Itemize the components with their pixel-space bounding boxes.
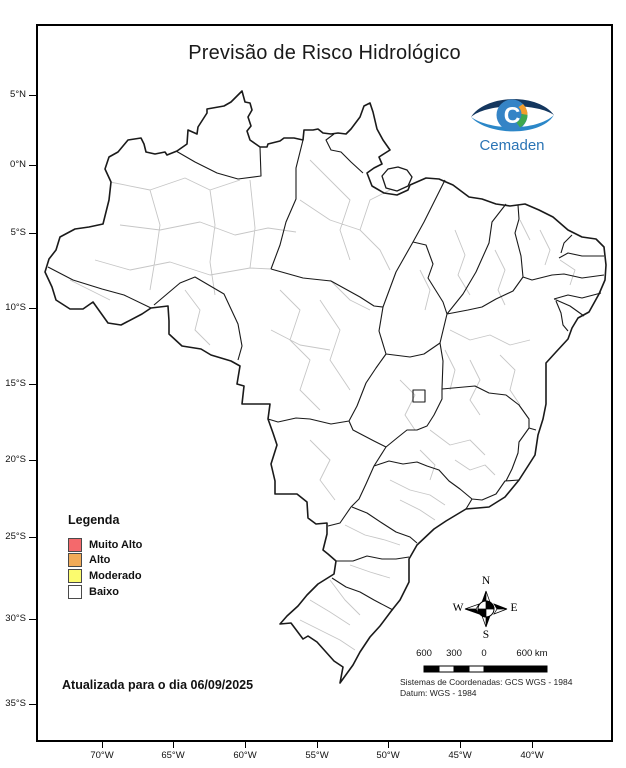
lon-tick-label: 50°W <box>376 750 400 761</box>
scale-label: 300 <box>446 648 462 659</box>
scale-label: 600 km <box>516 648 548 659</box>
legend-swatch <box>68 568 82 583</box>
legend-item: Alto <box>68 553 142 569</box>
compass-label-s: S <box>482 629 490 641</box>
lon-tick <box>460 742 461 748</box>
lat-tick-label: 25°S <box>5 531 26 542</box>
lon-tick-label: 70°W <box>90 750 114 761</box>
legend-label: Baixo <box>89 585 119 598</box>
lat-tick <box>29 460 36 461</box>
datum-note: Datum: WGS - 1984 <box>400 688 477 698</box>
compass-label-n: N <box>481 575 491 587</box>
lat-tick-label: 30°S <box>5 613 26 624</box>
scale-label: 600 <box>416 648 432 659</box>
lat-tick <box>29 537 36 538</box>
legend-item: Muito Alto <box>68 537 142 553</box>
lat-tick <box>29 165 36 166</box>
municipal-boundaries <box>69 159 576 651</box>
compass-rose <box>464 590 508 628</box>
legend-label: Moderado <box>89 569 142 582</box>
legend-title: Legenda <box>68 513 120 527</box>
lat-tick <box>29 384 36 385</box>
legend-label: Alto <box>89 554 111 567</box>
lat-tick <box>29 95 36 96</box>
lat-tick <box>29 308 36 309</box>
legend-swatch <box>68 553 82 568</box>
lat-tick-label: 15°S <box>5 378 26 389</box>
lon-tick <box>532 742 533 748</box>
lat-tick-label: 5°S <box>10 227 26 238</box>
lat-tick <box>29 619 36 620</box>
update-date-text: Atualizada para o dia 06/09/2025 <box>62 678 254 692</box>
brazil-outline <box>44 90 607 684</box>
legend-label: Muito Alto <box>89 538 143 551</box>
scale-bar <box>423 665 548 673</box>
lon-tick-label: 60°W <box>233 750 257 761</box>
lon-tick-label: 40°W <box>520 750 544 761</box>
lon-tick <box>245 742 246 748</box>
state-boundaries <box>47 133 605 611</box>
cemaden-wordmark: Cemaden <box>479 137 545 154</box>
compass-label-w: W <box>452 602 464 614</box>
compass-label-e: E <box>510 602 518 614</box>
legend-items: Muito Alto Alto Moderado Baixo <box>68 537 142 599</box>
marajo-island <box>381 166 413 192</box>
lon-tick <box>102 742 103 748</box>
page-title: Previsão de Risco Hidrológico <box>188 42 461 64</box>
legend-swatch <box>68 584 82 599</box>
coordinate-system-note: Sistemas de Coordenadas: GCS WGS - 1984 <box>400 677 573 687</box>
scale-label: 0 <box>481 648 487 659</box>
legend-item: Moderado <box>68 568 142 584</box>
lat-tick <box>29 704 36 705</box>
map-frame <box>36 24 613 742</box>
legend-swatch <box>68 537 82 552</box>
lat-tick <box>29 233 36 234</box>
cemaden-logo-icon: C <box>471 99 554 132</box>
cemaden-logo: C Cemaden <box>466 90 558 158</box>
lon-tick <box>317 742 318 748</box>
lon-tick-label: 45°W <box>448 750 472 761</box>
logo-letter: C <box>504 102 521 128</box>
lat-tick-label: 35°S <box>5 698 26 709</box>
legend-item: Baixo <box>68 584 142 600</box>
lon-tick <box>173 742 174 748</box>
lon-tick-label: 55°W <box>305 750 329 761</box>
lat-tick-label: 10°S <box>5 302 26 313</box>
lat-tick-label: 20°S <box>5 454 26 465</box>
lon-tick-label: 65°W <box>161 750 185 761</box>
legend: Legenda Muito Alto Alto Moderado Baixo <box>68 513 142 599</box>
lon-tick <box>388 742 389 748</box>
lat-tick-label: 5°N <box>10 89 26 100</box>
lat-tick-label: 0°N <box>10 159 26 170</box>
